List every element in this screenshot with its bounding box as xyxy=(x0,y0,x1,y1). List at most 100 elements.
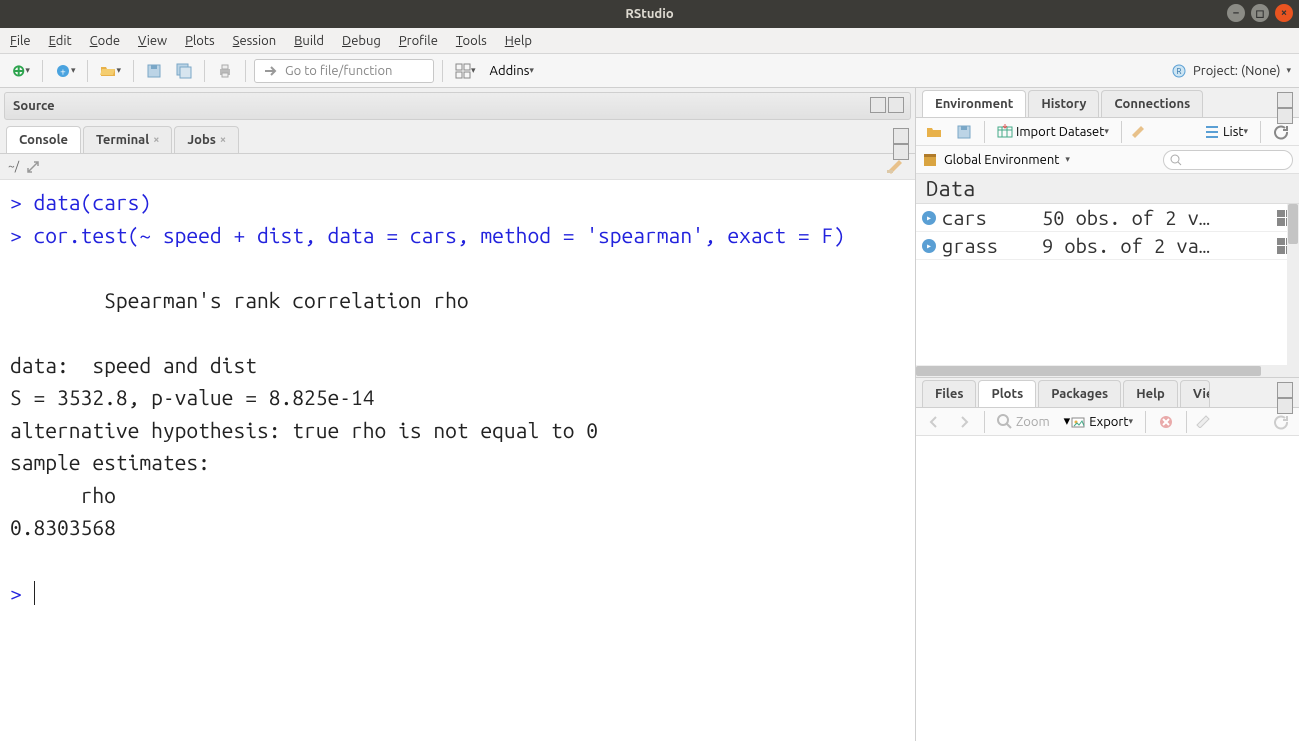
console-line: 0.8303568 xyxy=(10,515,128,539)
remove-plot-button[interactable] xyxy=(1154,412,1178,432)
tab-environment[interactable]: Environment xyxy=(922,90,1026,117)
package-icon xyxy=(922,152,938,168)
goto-arrow-icon xyxy=(263,63,279,79)
right-column: Environment History Connections I xyxy=(916,88,1299,741)
menubar: File Edit Code View Plots Session Build … xyxy=(0,28,1299,54)
console-line: > data(cars) xyxy=(10,190,151,214)
env-tabstrip: Environment History Connections xyxy=(916,88,1299,118)
menu-plots[interactable]: Plots xyxy=(185,34,215,48)
import-dataset-button[interactable]: Import Dataset ▾ xyxy=(993,122,1113,142)
clear-plots-button[interactable] xyxy=(1195,412,1215,432)
env-data-row[interactable]: ▸ cars 50 obs. of 2 v… xyxy=(916,204,1299,232)
separator xyxy=(204,60,205,82)
window-close-button[interactable]: × xyxy=(1275,4,1293,22)
console-line: sample estimates: xyxy=(10,450,210,474)
menu-file[interactable]: File xyxy=(10,34,31,48)
new-project-button[interactable]: + ▾ xyxy=(51,61,80,81)
close-icon[interactable]: × xyxy=(153,134,159,146)
console-line: rho xyxy=(10,483,128,507)
goto-file-function-input[interactable]: Go to file/function xyxy=(254,59,434,83)
menu-help[interactable]: Help xyxy=(505,34,532,48)
view-mode-button[interactable]: List ▾ xyxy=(1200,122,1252,142)
tab-jobs[interactable]: Jobs× xyxy=(174,126,239,153)
console-subtoolbar: ~/ xyxy=(0,154,915,180)
data-object-icon: ▸ xyxy=(922,239,936,253)
source-maximize-button[interactable] xyxy=(888,97,904,113)
plots-canvas xyxy=(916,436,1299,741)
env-minimize-button[interactable] xyxy=(1277,92,1293,108)
export-button[interactable]: ▾ Export ▾ xyxy=(1060,412,1137,432)
environment-pane: Environment History Connections I xyxy=(916,88,1299,378)
menu-edit[interactable]: Edit xyxy=(49,34,72,48)
plot-next-button[interactable] xyxy=(952,412,976,432)
env-data-row[interactable]: ▸ grass 9 obs. of 2 va… xyxy=(916,232,1299,260)
tab-console[interactable]: Console xyxy=(6,126,81,153)
project-icon: R xyxy=(1171,63,1187,79)
tab-viewer[interactable]: Viewer xyxy=(1180,380,1210,407)
menu-session[interactable]: Session xyxy=(233,34,276,48)
window-minimize-button[interactable]: – xyxy=(1227,4,1245,22)
tab-help[interactable]: Help xyxy=(1123,380,1178,407)
tab-terminal[interactable]: Terminal× xyxy=(83,126,172,153)
new-file-button[interactable]: ⊕▾ xyxy=(8,59,34,82)
menu-build[interactable]: Build xyxy=(294,34,324,48)
print-button[interactable] xyxy=(213,61,237,81)
refresh-env-button[interactable] xyxy=(1269,122,1293,142)
separator xyxy=(245,60,246,82)
open-file-button[interactable]: ▾ xyxy=(96,61,125,81)
window-maximize-button[interactable]: ◻ xyxy=(1251,4,1269,22)
env-object-name: grass xyxy=(942,234,1042,257)
console-line: alternative hypothesis: true rho is not … xyxy=(10,418,598,442)
clear-workspace-button[interactable] xyxy=(1130,122,1150,142)
menu-tools[interactable]: Tools xyxy=(456,34,487,48)
menu-view[interactable]: View xyxy=(138,34,167,48)
console-line: > cor.test(~ speed + dist, data = cars, … xyxy=(10,223,845,247)
env-search-input[interactable] xyxy=(1163,150,1293,170)
env-object-desc: 50 obs. of 2 v… xyxy=(1042,206,1277,229)
popout-icon[interactable] xyxy=(25,159,41,175)
console-output[interactable]: > data(cars) > cor.test(~ speed + dist, … xyxy=(0,180,915,741)
source-pane-header: Source xyxy=(4,92,911,120)
separator xyxy=(442,60,443,82)
addins-button[interactable]: Addins ▾ xyxy=(486,62,538,80)
menu-code[interactable]: Code xyxy=(90,34,120,48)
zoom-button[interactable]: Zoom xyxy=(993,412,1054,432)
console-tabstrip: Console Terminal× Jobs× xyxy=(0,124,915,154)
tab-connections[interactable]: Connections xyxy=(1101,90,1203,117)
load-workspace-button[interactable] xyxy=(922,122,946,142)
export-icon xyxy=(1070,414,1086,430)
separator xyxy=(42,60,43,82)
source-label: Source xyxy=(13,99,55,113)
goto-placeholder: Go to file/function xyxy=(285,64,392,78)
env-scope-label[interactable]: Global Environment xyxy=(944,153,1059,167)
env-scrollbar-h[interactable] xyxy=(916,365,1299,377)
grid-view-button[interactable]: ▾ xyxy=(451,61,480,81)
tab-history[interactable]: History xyxy=(1028,90,1099,117)
source-minimize-button[interactable] xyxy=(870,97,886,113)
refresh-plots-button[interactable] xyxy=(1269,412,1293,432)
plot-prev-button[interactable] xyxy=(922,412,946,432)
tab-files[interactable]: Files xyxy=(922,380,976,407)
console-working-dir: ~/ xyxy=(8,160,19,173)
console-minimize-button[interactable] xyxy=(893,128,909,144)
env-scrollbar[interactable] xyxy=(1287,204,1299,365)
tab-packages[interactable]: Packages xyxy=(1038,380,1121,407)
plots-minimize-button[interactable] xyxy=(1277,382,1293,398)
console-maximize-button[interactable] xyxy=(893,144,909,160)
menu-debug[interactable]: Debug xyxy=(342,34,381,48)
env-maximize-button[interactable] xyxy=(1277,108,1293,124)
separator xyxy=(87,60,88,82)
separator xyxy=(133,60,134,82)
menu-profile[interactable]: Profile xyxy=(399,34,438,48)
project-menu[interactable]: R Project: (None) ▾ xyxy=(1171,63,1291,79)
env-object-desc: 9 obs. of 2 va… xyxy=(1042,234,1277,257)
console-line: Spearman's rank correlation rho xyxy=(10,288,469,312)
save-workspace-button[interactable] xyxy=(952,122,976,142)
env-toolbar: Import Dataset ▾ List ▾ xyxy=(916,118,1299,146)
save-all-button[interactable] xyxy=(172,61,196,81)
tab-plots[interactable]: Plots xyxy=(978,380,1036,407)
close-icon[interactable]: × xyxy=(220,134,226,146)
save-button[interactable] xyxy=(142,61,166,81)
env-scope-bar: Global Environment ▾ xyxy=(916,146,1299,174)
plots-maximize-button[interactable] xyxy=(1277,398,1293,414)
